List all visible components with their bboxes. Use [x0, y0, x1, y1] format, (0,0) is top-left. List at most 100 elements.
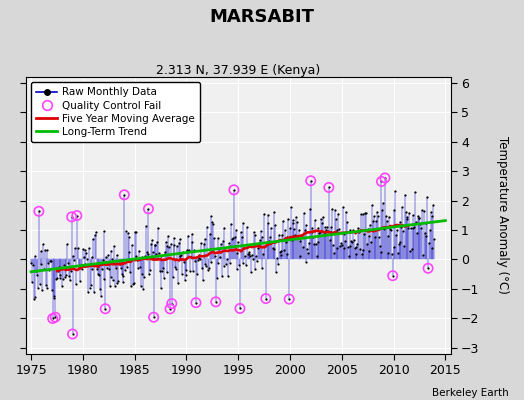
Point [204, 267, 212, 274]
Point [77, 264, 85, 270]
Point [211, 253, 219, 259]
Point [111, 282, 119, 289]
Point [210, 234, 219, 241]
Point [336, 243, 344, 250]
Point [132, 228, 140, 235]
Point [178, 271, 187, 277]
Point [156, 268, 164, 274]
Point [348, 239, 356, 245]
Point [232, 250, 241, 257]
Point [123, 264, 131, 270]
Point [179, 249, 187, 255]
Point [69, 252, 78, 259]
Point [420, 208, 428, 214]
Point [429, 202, 438, 209]
Point [101, 306, 110, 312]
Point [196, 256, 204, 262]
Point [250, 266, 259, 272]
Point [308, 225, 316, 231]
Point [320, 231, 328, 237]
Point [325, 237, 334, 244]
Point [408, 245, 416, 252]
Point [401, 192, 409, 198]
Point [332, 216, 340, 222]
Point [319, 214, 327, 220]
Point [144, 206, 152, 212]
Point [234, 239, 243, 246]
Point [407, 224, 415, 231]
Point [115, 258, 123, 264]
Point [215, 246, 223, 253]
Point [237, 234, 246, 240]
Point [352, 244, 361, 250]
Point [56, 275, 64, 281]
Point [212, 299, 220, 305]
Point [158, 268, 167, 274]
Point [150, 242, 159, 248]
Point [188, 231, 196, 238]
Point [384, 249, 392, 256]
Point [358, 211, 367, 217]
Point [293, 218, 301, 225]
Point [340, 245, 348, 251]
Point [374, 213, 382, 220]
Point [402, 216, 411, 222]
Point [316, 229, 324, 235]
Point [164, 233, 172, 239]
Point [400, 243, 408, 249]
Point [132, 252, 140, 259]
Point [385, 214, 394, 220]
Point [128, 242, 136, 248]
Point [228, 236, 236, 243]
Point [384, 232, 392, 239]
Point [376, 243, 384, 249]
Point [328, 206, 336, 212]
Point [331, 207, 339, 213]
Point [365, 233, 374, 239]
Point [239, 220, 248, 226]
Point [110, 243, 118, 249]
Point [290, 226, 299, 232]
Point [124, 233, 133, 240]
Point [317, 216, 325, 222]
Point [39, 241, 47, 247]
Point [377, 178, 386, 185]
Point [383, 218, 391, 224]
Point [334, 210, 343, 217]
Text: Berkeley Earth: Berkeley Earth [432, 388, 508, 398]
Point [406, 248, 414, 254]
Point [409, 212, 418, 218]
Point [315, 230, 323, 236]
Point [36, 281, 44, 287]
Point [182, 267, 191, 274]
Point [390, 206, 399, 213]
Point [276, 248, 285, 254]
Point [125, 248, 134, 255]
Point [369, 218, 377, 224]
Point [230, 187, 238, 193]
Point [412, 219, 420, 226]
Point [176, 253, 184, 259]
Point [165, 244, 173, 250]
Point [351, 245, 359, 252]
Point [30, 252, 39, 259]
Point [135, 248, 143, 254]
Point [297, 232, 305, 238]
Point [157, 253, 166, 259]
Point [283, 234, 292, 240]
Point [381, 175, 389, 181]
Point [280, 246, 288, 253]
Point [416, 215, 424, 221]
Point [187, 254, 195, 260]
Point [256, 237, 264, 244]
Point [364, 248, 373, 255]
Point [48, 286, 56, 293]
Point [221, 245, 230, 251]
Point [109, 277, 117, 284]
Point [194, 254, 203, 261]
Point [36, 260, 45, 267]
Point [106, 274, 115, 280]
Point [105, 282, 114, 289]
Point [84, 288, 92, 295]
Point [80, 261, 89, 267]
